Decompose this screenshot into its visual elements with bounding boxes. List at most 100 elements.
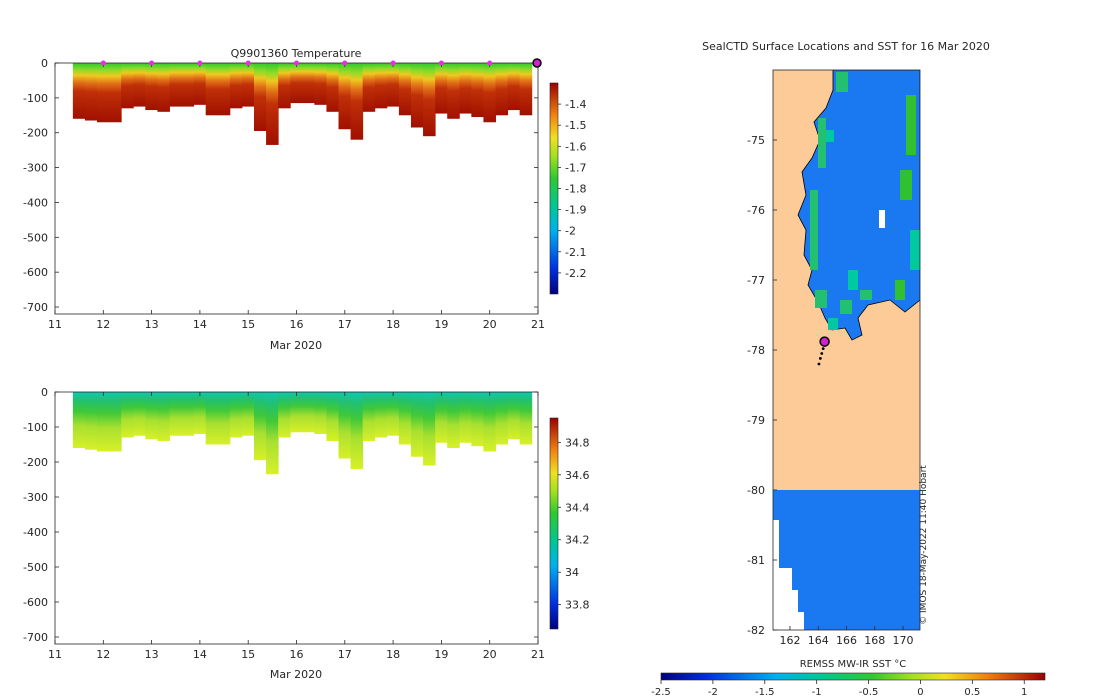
temperature-colorbar-ticks: -1.4 -1.5 -1.6 -1.7 -1.8 -1.9 -2 -2.1 -2.2 (558, 98, 586, 280)
profile-column (109, 392, 122, 452)
salinity-section-plot: 11 12 13 14 15 16 17 18 19 20 21 0 -100 -200 -300 -400… (23, 386, 589, 681)
surface-location-marker (342, 60, 348, 66)
surface-location-markers (100, 58, 542, 68)
colorbar-tick-label: -2 (565, 225, 576, 238)
x-tick-label: 19 (434, 318, 448, 331)
profile-column (241, 63, 255, 107)
temperature-profiles (72, 63, 533, 145)
profile-column (495, 392, 509, 445)
x-tick-label: 15 (241, 648, 255, 661)
profile-column (398, 392, 412, 445)
sst-colorbar-tick-label: -1 (812, 687, 822, 698)
sst-colorbar-tick-label: -2.5 (651, 687, 671, 698)
colorbar-tick-label: 34.2 (565, 534, 590, 547)
profile-column (326, 392, 340, 441)
map-title: SealCTD Surface Locations and SST for 16… (702, 40, 990, 53)
y-tick-label: -400 (23, 526, 48, 539)
x-tick-label: 18 (386, 318, 400, 331)
lat-tick-label: -81 (747, 554, 765, 567)
map-latitude-ticks: -75 -76 -77 -78 -79 -80 -81 -82 (747, 134, 777, 637)
map-longitude-ticks: 162 164 166 168 170 (779, 626, 914, 647)
y-tick-label: -300 (23, 162, 48, 175)
profile-column (483, 392, 496, 452)
lon-tick-label: 168 (864, 634, 885, 647)
profile-column (157, 392, 170, 441)
profile-column (374, 63, 388, 109)
lon-tick-label: 162 (779, 634, 800, 647)
salinity-x-ticks: 11 12 13 14 15 16 17 18 19 20 21 (48, 392, 545, 661)
salinity-x-label: Mar 2020 (270, 668, 322, 681)
x-tick-label: 11 (48, 318, 62, 331)
profile-column (241, 392, 255, 436)
profile-column (181, 392, 195, 436)
x-tick-label: 17 (338, 318, 352, 331)
surface-location-marker (149, 60, 155, 66)
surface-location-marker (390, 60, 396, 66)
colorbar-tick-label: -1.5 (565, 119, 586, 132)
x-tick-label: 18 (386, 648, 400, 661)
colorbar-tick-label: -2.1 (565, 246, 586, 259)
y-tick-label: -100 (23, 421, 48, 434)
profile-column (302, 63, 315, 104)
profile-column (205, 392, 219, 445)
colorbar-tick-label: -2.2 (565, 267, 586, 280)
y-tick-label: -200 (23, 127, 48, 140)
map-area (773, 70, 920, 630)
profile-column (97, 63, 110, 123)
profile-column (121, 392, 134, 438)
profile-column (507, 63, 521, 111)
profile-column (326, 63, 340, 112)
track-point (817, 362, 821, 366)
missing-data-region (773, 520, 804, 630)
profile-column (314, 392, 327, 434)
sst-colorbar-tick-label: -2 (708, 687, 718, 698)
profile-column (109, 63, 122, 123)
profile-column (459, 63, 472, 114)
profile-column (278, 392, 291, 438)
lon-tick-label: 166 (836, 634, 857, 647)
profile-column (423, 63, 436, 137)
profile-column (302, 392, 315, 433)
profile-column (410, 63, 424, 128)
colorbar-tick-label: -1.7 (565, 161, 586, 174)
temperature-title: Q9901360 Temperature (231, 47, 362, 60)
sst-colorbar (660, 672, 1046, 681)
surface-location-marker (197, 60, 203, 66)
temperature-x-ticks: 11 12 13 14 15 16 17 18 19 20 21 (48, 63, 545, 331)
profile-column (314, 63, 327, 105)
sst-colorbar-tick-label: 0.5 (964, 687, 980, 698)
profile-column (495, 63, 509, 116)
sst-colorbar-ticks: -2.5 -2 -1.5 -1 -0.5 0 0.5 1 (651, 680, 1027, 698)
salinity-y-ticks: 0 -100 -200 -300 -400 -500 -600 -700 (23, 386, 538, 644)
colorbar-tick-label: 33.8 (565, 599, 590, 612)
profile-column (229, 63, 243, 109)
y-tick-label: -600 (23, 266, 48, 279)
profile-column (121, 63, 134, 109)
profile-column (72, 392, 86, 448)
profile-column (519, 392, 533, 445)
profile-column (84, 392, 98, 450)
y-tick-label: -100 (23, 92, 48, 105)
profile-column (386, 392, 400, 436)
profile-column (483, 63, 496, 123)
x-tick-label: 11 (48, 648, 62, 661)
temperature-x-label: Mar 2020 (270, 339, 322, 352)
profile-column (447, 392, 460, 448)
x-tick-label: 17 (338, 648, 352, 661)
sst-colorbar-label: REMSS MW-IR SST °C (800, 659, 907, 670)
lat-tick-label: -78 (747, 344, 765, 357)
profile-column (374, 392, 388, 438)
profile-column (398, 63, 412, 116)
y-tick-label: -200 (23, 456, 48, 469)
sst-colorbar-tick-label: -1.5 (755, 687, 775, 698)
salinity-colorbar (549, 417, 559, 630)
profile-column (350, 392, 364, 469)
y-tick-label: -300 (23, 491, 48, 504)
sst-colorbar-tick-label: 1 (1021, 687, 1027, 698)
profile-column (217, 63, 231, 116)
profile-column (97, 392, 110, 452)
profile-column (459, 392, 472, 443)
track-point (820, 352, 824, 355)
lat-tick-label: -77 (747, 274, 765, 287)
profile-column (435, 392, 448, 443)
